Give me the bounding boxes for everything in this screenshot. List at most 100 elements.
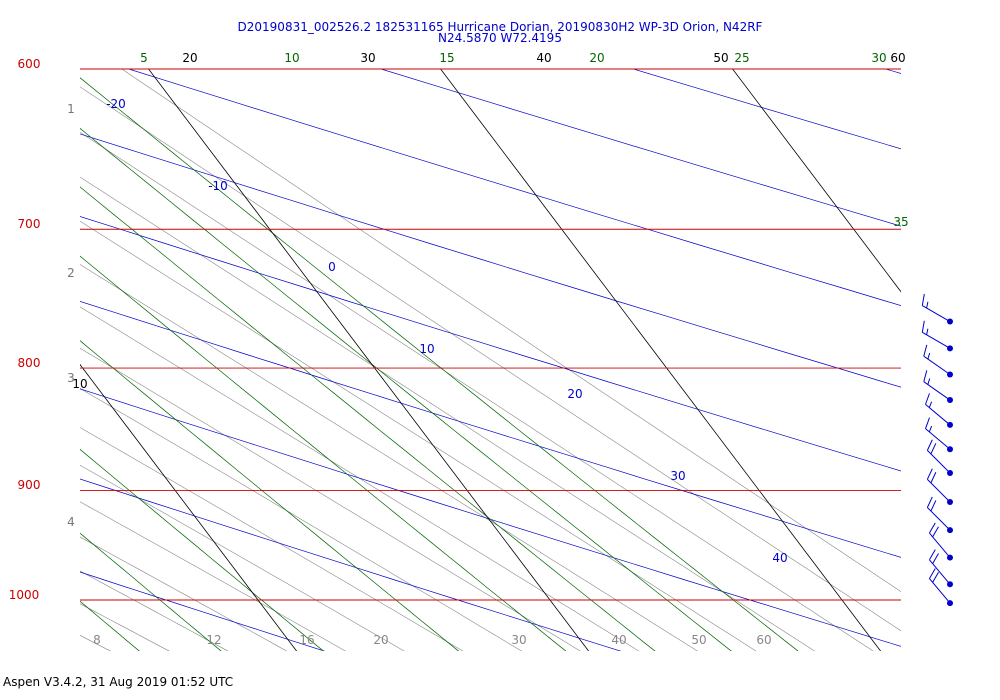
pressure-tick-label: 900 bbox=[18, 478, 41, 492]
moist-adiabat-10 bbox=[0, 0, 12, 661]
moist-adiabat-26 bbox=[80, 427, 464, 651]
wind-barb bbox=[928, 568, 953, 607]
wind-barb bbox=[926, 439, 953, 477]
mixing-ratio-label: 10 bbox=[284, 51, 299, 65]
mixing-ratio-label: 35 bbox=[893, 215, 908, 229]
dry-adiabat-300 bbox=[80, 478, 622, 651]
moist-adiabat-30 bbox=[80, 347, 581, 651]
isotherm-label-bottom: 20 bbox=[373, 633, 388, 647]
mixing-ratio-lines bbox=[0, 34, 799, 661]
mixing-ratio-label: 30 bbox=[871, 51, 886, 65]
mixing-ratio-label: 15 bbox=[439, 51, 454, 65]
isotherm-label-top: 20 bbox=[182, 51, 197, 65]
wind-barbs bbox=[921, 293, 953, 607]
wind-barb bbox=[926, 496, 953, 534]
moist-adiabats bbox=[0, 0, 901, 661]
isotherms bbox=[0, 0, 1000, 661]
moist-adiabat-40 bbox=[80, 131, 874, 651]
dry-adiabat-320 bbox=[80, 301, 901, 558]
mixing-ratio-line-4 bbox=[0, 34, 52, 661]
chart-subtitle: N24.5870 W72.4195 bbox=[438, 31, 562, 45]
isotherm-label-bottom: 30 bbox=[511, 633, 526, 647]
wind-barb bbox=[923, 370, 953, 404]
isotherm-label-bottom: 12 bbox=[206, 633, 221, 647]
dry-adiabat-370 bbox=[632, 69, 901, 150]
height-tick-label: 2 bbox=[67, 266, 75, 280]
dry-adiabat-label: 40 bbox=[772, 551, 787, 565]
dry-adiabat-350 bbox=[127, 69, 901, 306]
moist-adiabat-12 bbox=[0, 0, 70, 661]
moist-adiabat-16 bbox=[80, 603, 170, 651]
wind-barb bbox=[925, 417, 953, 453]
wind-barb bbox=[928, 549, 953, 588]
chart-title: D20190831_002526.2 182531165 Hurricane D… bbox=[237, 20, 763, 34]
moist-adiabat-32 bbox=[80, 306, 640, 651]
isotherm-label-bottom: 60 bbox=[756, 633, 771, 647]
dry-adiabat-label: 30 bbox=[670, 469, 685, 483]
isotherm-60 bbox=[970, 0, 1000, 661]
isotherm-label-bottom: 8 bbox=[93, 633, 101, 647]
mixing-ratio-line-8 bbox=[80, 340, 460, 651]
footer-version: Aspen V3.4.2, 31 Aug 2019 01:52 UTC bbox=[3, 675, 234, 689]
dry-adiabat-label: 20 bbox=[567, 387, 582, 401]
height-tick-label: 1 bbox=[67, 102, 75, 116]
mixing-ratio-line-6 bbox=[80, 532, 222, 651]
moist-adiabat-22 bbox=[80, 501, 347, 651]
moist-adiabat-44 bbox=[121, 69, 901, 593]
mixing-ratio-label: 25 bbox=[734, 51, 749, 65]
dry-adiabat-label: -20 bbox=[106, 97, 126, 111]
dry-adiabat-label: 0 bbox=[328, 260, 336, 274]
dry-adiabat-label: 10 bbox=[419, 342, 434, 356]
height-tick-label: 3 bbox=[67, 371, 75, 385]
wind-barb bbox=[921, 293, 953, 325]
moist-adiabat-34 bbox=[80, 264, 698, 651]
dry-adiabat-390 bbox=[892, 0, 1000, 680]
moist-adiabat-28 bbox=[80, 388, 523, 651]
height-tick-label: 4 bbox=[67, 515, 75, 529]
pressure-tick-label: 1000 bbox=[9, 588, 40, 602]
dry-adiabats bbox=[80, 0, 1000, 680]
isotherm-label-top: 40 bbox=[536, 51, 551, 65]
dry-adiabat-340 bbox=[80, 133, 901, 388]
mixing-ratio-label: 5 bbox=[140, 51, 148, 65]
dry-adiabat-label: -10 bbox=[208, 179, 228, 193]
dry-adiabat-380 bbox=[884, 69, 901, 74]
isotherm-label-bottom: 40 bbox=[611, 633, 626, 647]
wind-barb bbox=[926, 468, 953, 505]
moist-adiabat-24 bbox=[80, 464, 405, 651]
mixing-ratio-label: 20 bbox=[589, 51, 604, 65]
mixing-ratio-line-7 bbox=[80, 448, 324, 651]
isotherm-label-bottom: 50 bbox=[691, 633, 706, 647]
isobars bbox=[80, 68, 901, 601]
mixing-ratio-line-5 bbox=[80, 600, 140, 651]
isotherm-40 bbox=[440, 69, 882, 651]
pressure-tick-label: 600 bbox=[18, 57, 41, 71]
dry-adiabat-310 bbox=[80, 388, 901, 647]
isotherm-10 bbox=[0, 0, 12, 661]
wind-barb bbox=[928, 522, 953, 561]
moist-adiabat-36 bbox=[80, 220, 757, 651]
dry-adiabat-290 bbox=[80, 571, 326, 651]
wind-barb bbox=[925, 393, 953, 428]
mixing-ratio-line-9 bbox=[80, 255, 567, 651]
dry-adiabat-360 bbox=[379, 69, 901, 227]
isotherm-label-bottom: 16 bbox=[299, 633, 314, 647]
moist-adiabat-18 bbox=[80, 570, 229, 651]
isotherm-label-top: 30 bbox=[360, 51, 375, 65]
wind-barb bbox=[921, 320, 953, 352]
wind-barb bbox=[923, 344, 953, 378]
pressure-tick-label: 800 bbox=[18, 356, 41, 370]
moist-adiabat-42 bbox=[80, 86, 901, 632]
moist-adiabat-38 bbox=[80, 176, 816, 651]
mixing-ratio-line-12 bbox=[80, 77, 799, 651]
mixing-ratio-line-11 bbox=[80, 127, 732, 651]
pressure-tick-label: 700 bbox=[18, 217, 41, 231]
isotherm-label-left: 10 bbox=[72, 377, 87, 391]
moist-adiabat-20 bbox=[80, 536, 288, 651]
isotherm-30 bbox=[148, 69, 590, 651]
isotherm-20 bbox=[80, 363, 298, 651]
isotherm-50 bbox=[732, 69, 901, 293]
mixing-ratio-line-10 bbox=[80, 186, 656, 651]
